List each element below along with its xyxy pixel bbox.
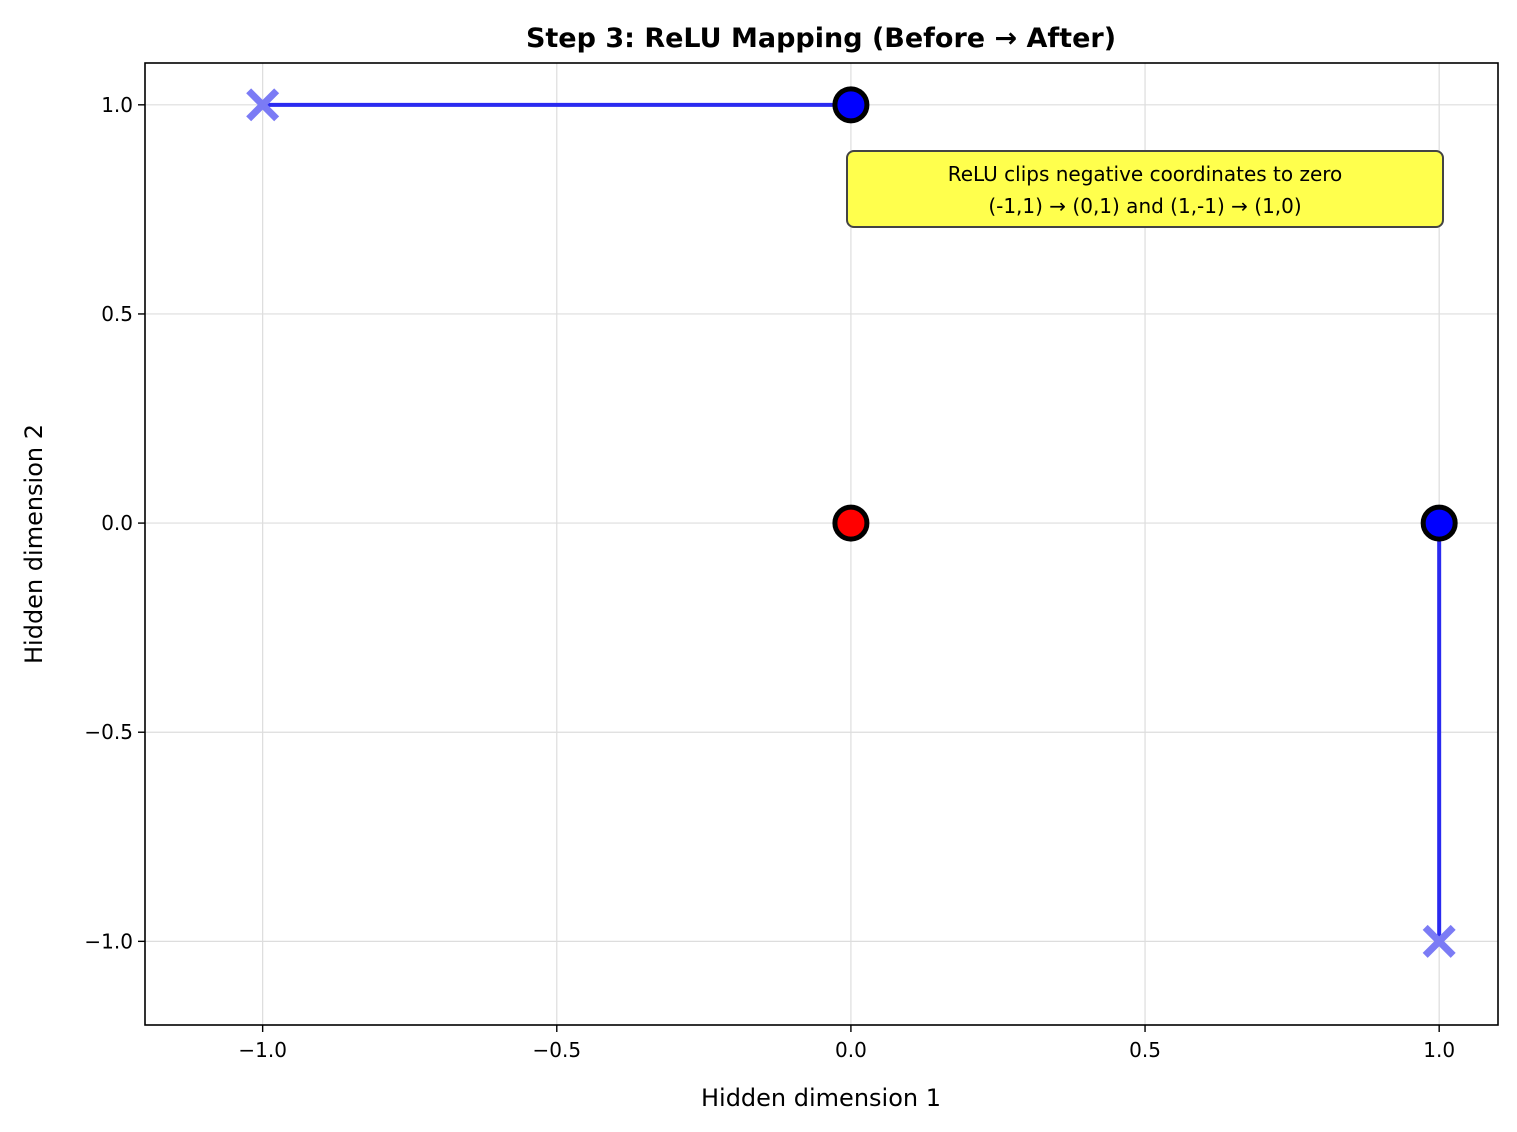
x-marker xyxy=(246,88,280,122)
y-tick-label: 0.5 xyxy=(101,302,133,326)
chart-title: Step 3: ReLU Mapping (Before → After) xyxy=(526,23,1116,54)
plot-frame xyxy=(144,62,1499,1026)
x-tick-label: −1.0 xyxy=(238,1038,287,1062)
annotation-background xyxy=(846,150,1444,228)
x-tick-label: 0.5 xyxy=(1129,1038,1161,1062)
x-axis-title: Hidden dimension 1 xyxy=(701,1084,941,1112)
x-tick-label: 1.0 xyxy=(1423,1038,1455,1062)
y-tick-label: −1.0 xyxy=(84,929,133,953)
y-tick-label: 1.0 xyxy=(101,93,133,117)
y-tick-label: 0.0 xyxy=(101,511,133,535)
x-marker-stroke xyxy=(1422,924,1456,958)
y-tick-label: −0.5 xyxy=(84,720,133,744)
annotation-line-2: (-1,1) → (0,1) and (1,-1) → (1,0) xyxy=(988,194,1301,218)
annotation-line-1: ReLU clips negative coordinates to zero xyxy=(948,162,1343,186)
data-points xyxy=(246,86,1458,958)
circle-marker xyxy=(832,86,870,124)
x-tick-label: 0.0 xyxy=(835,1038,867,1062)
axis-ticks: −1.0 −0.5 0.0 0.5 1.0 −1.0 −0.5 0.0 0.5 1.0 xyxy=(84,93,1455,1062)
circle-marker xyxy=(832,504,870,542)
y-axis-title: Hidden dimension 2 xyxy=(20,424,48,664)
x-marker-stroke xyxy=(246,88,280,122)
x-marker xyxy=(1422,924,1456,958)
x-tick-label: −0.5 xyxy=(532,1038,581,1062)
circle-marker xyxy=(1420,504,1458,542)
annotation-box: ReLU clips negative coordinates to zero … xyxy=(846,150,1444,228)
